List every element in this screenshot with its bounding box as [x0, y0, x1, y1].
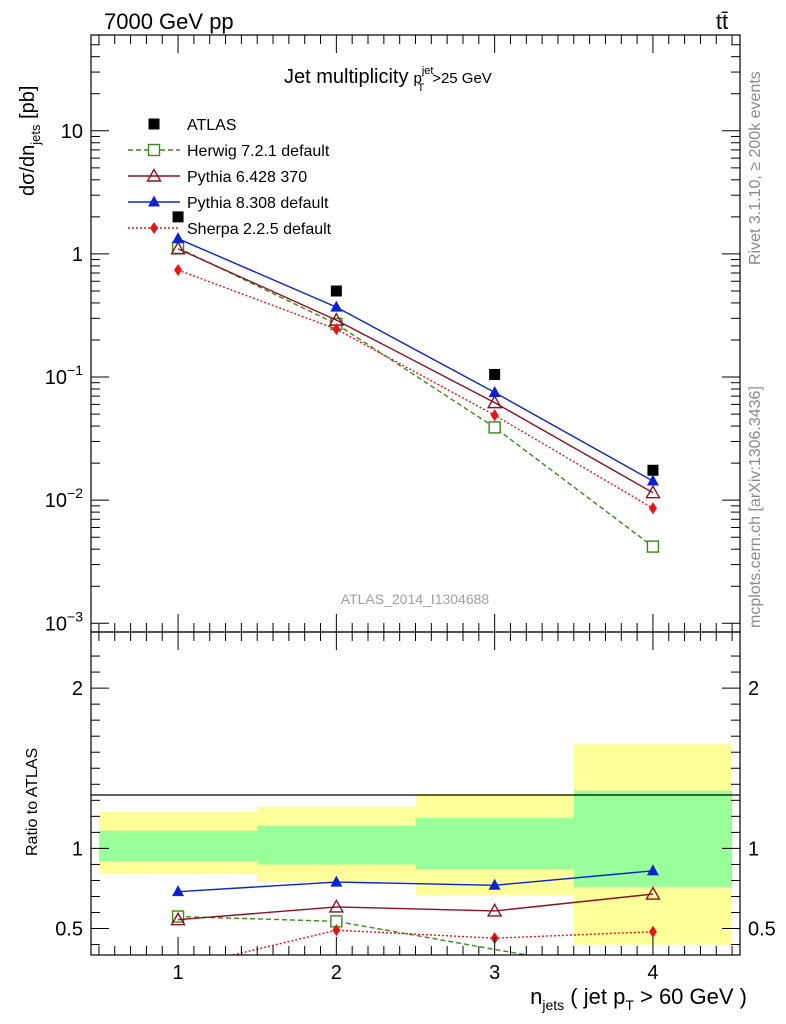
- uncertainty-bands: [98, 744, 733, 945]
- ratio-line: [230, 929, 653, 955]
- legend-label: Sherpa 2.2.5 default: [187, 221, 332, 238]
- ratio-y-label-right: 0.5: [748, 919, 776, 941]
- legend-marker: [146, 168, 162, 182]
- band-inner: [98, 830, 258, 862]
- data-point: [488, 385, 501, 397]
- legend-entry: Pythia 8.308 default: [128, 195, 329, 212]
- data-point: [330, 300, 343, 312]
- series-line: [177, 269, 654, 509]
- data-point: [646, 474, 659, 486]
- series-line: [177, 238, 654, 482]
- ratio-sherpa-2-2-5-default: [230, 924, 657, 955]
- data-point: [490, 409, 499, 422]
- ratio-line: [178, 870, 654, 893]
- data-point: [489, 368, 501, 380]
- ratio-y-label: 2: [72, 678, 83, 700]
- legend-label: Pythia 6.428 370: [187, 169, 307, 186]
- ratio-line: [178, 915, 531, 955]
- data-point: [330, 285, 342, 297]
- data-point: [486, 394, 503, 409]
- legend-label: ATLAS: [187, 117, 237, 134]
- ratio-herwig-7-2-1-default: [171, 910, 531, 955]
- lower-y-ticks: 2 2 1 1 0.5 0.5: [55, 655, 776, 946]
- upper-x-ticks: [98, 35, 733, 632]
- data-point: [646, 540, 660, 553]
- legend-entry: Sherpa 2.2.5 default: [128, 221, 332, 238]
- ratio-point: [172, 885, 185, 897]
- data-point: [648, 502, 657, 515]
- y-tick-label: 1: [72, 244, 83, 266]
- lower-panel: 2 2 1 1 0.5 0.5 1 2 3 4 Ratio to ATLAS njets ( j…: [24, 631, 776, 1013]
- series-line: [177, 248, 654, 494]
- ratio-point: [488, 878, 501, 890]
- ratio-point: [330, 875, 343, 887]
- series-atlas: [172, 211, 659, 476]
- y-tick-label: 10−2: [45, 485, 83, 512]
- ratio-y-label: 0.5: [55, 919, 83, 941]
- upper-panel: 10 1 10−1 10−2 10−3 Jet multiplicity pjet T>25…: [17, 34, 741, 635]
- lower-y-axis-label: Ratio to ATLAS: [24, 748, 41, 856]
- ratio-point: [170, 911, 186, 926]
- lower-series: [170, 864, 661, 955]
- legend-entry: Herwig 7.2.1 default: [128, 143, 330, 160]
- ratio-line: [178, 893, 654, 921]
- series-pythia-8-308-default: [172, 232, 659, 486]
- legend-entry: Pythia 6.428 370: [128, 168, 307, 186]
- x-tick-label: 4: [647, 962, 658, 984]
- series-herwig-7-2-1-default: [171, 241, 660, 553]
- data-point: [174, 264, 183, 277]
- legend-marker: [148, 195, 160, 207]
- legend-entry: ATLAS: [148, 117, 237, 134]
- x-tick-label: 1: [172, 962, 183, 984]
- ratio-pythia-8-308-default: [172, 864, 659, 897]
- data-point: [647, 464, 659, 476]
- series-line: [177, 247, 654, 548]
- lower-x-ticks: 1 2 3 4: [98, 632, 733, 984]
- ratio-y-label-right: 1: [748, 838, 759, 860]
- y-tick-label: 10: [61, 121, 83, 143]
- legend-marker: [148, 118, 160, 130]
- x-tick-label: 3: [489, 962, 500, 984]
- series-pythia-6-428-370: [170, 240, 661, 499]
- upper-title: Jet multiplicity pjet T>25 GeV: [284, 65, 492, 94]
- ratio-point: [648, 925, 657, 938]
- data-point: [645, 484, 661, 499]
- data-point: [170, 240, 186, 255]
- legend: ATLAS Herwig 7.2.1 default Pythia 6.428 37…: [128, 117, 332, 238]
- x-tick-label: 2: [331, 962, 342, 984]
- mcplots-text: mcplots.cern.ch [arXiv:1306.3436]: [747, 386, 764, 628]
- y-tick-label: 10−3: [45, 608, 83, 635]
- ratio-point: [486, 902, 503, 917]
- upper-y-ticks: 10 1 10−1 10−2 10−3: [45, 34, 740, 635]
- legend-label: Pythia 8.308 default: [187, 195, 329, 212]
- analysis-watermark: ATLAS_2014_I1304688: [341, 591, 490, 607]
- band-inner: [415, 817, 574, 870]
- data-point: [172, 211, 184, 223]
- ratio-point: [328, 898, 345, 913]
- data-point: [488, 421, 501, 434]
- ratio-pythia-6-428-370: [170, 886, 661, 926]
- upper-series: [170, 211, 661, 553]
- data-point: [172, 232, 185, 244]
- ratio-y-label: 1: [72, 838, 83, 860]
- header-energy-label: 7000 GeV pp: [104, 9, 234, 34]
- ratio-point: [646, 864, 659, 876]
- legend-label: Herwig 7.2.1 default: [187, 143, 330, 160]
- band-inner: [257, 825, 416, 865]
- legend-marker: [150, 222, 158, 234]
- y-tick-label: 10−1: [45, 362, 83, 389]
- rivet-version-text: Rivet 3.1.10, ≥ 200k events: [747, 71, 764, 265]
- legend-marker: [147, 143, 161, 157]
- x-axis-label: njets ( jet pT > 60 GeV ): [530, 984, 747, 1013]
- upper-y-axis-label: dσ/dnjets [pb]: [17, 86, 43, 196]
- ratio-y-label-right: 2: [748, 678, 759, 700]
- data-point: [332, 323, 341, 336]
- ratio-point: [332, 924, 341, 937]
- ratio-point: [645, 886, 661, 900]
- header-process-label: tt̄: [716, 9, 728, 34]
- ratio-point: [171, 910, 185, 923]
- series-sherpa-2-2-5-default: [174, 264, 657, 515]
